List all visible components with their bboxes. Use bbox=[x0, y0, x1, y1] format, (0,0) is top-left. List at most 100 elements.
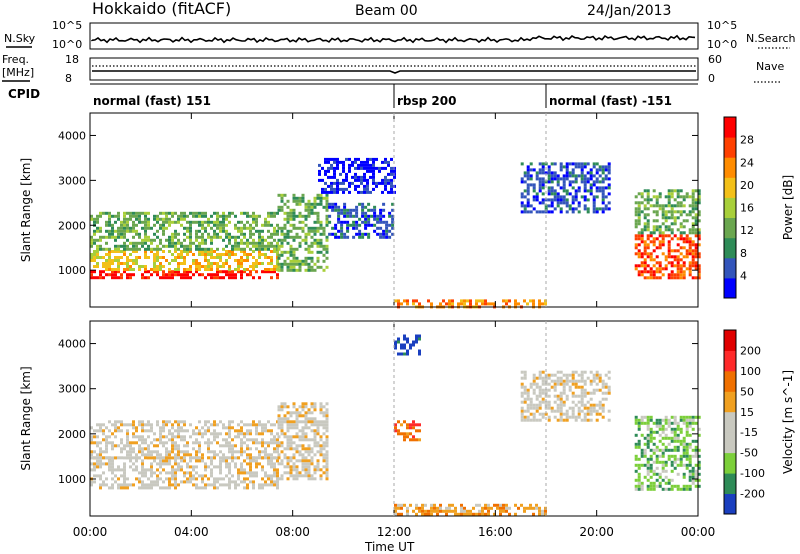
data-cell bbox=[559, 376, 563, 380]
data-cell bbox=[222, 262, 225, 265]
data-cell bbox=[346, 226, 350, 230]
data-cell bbox=[637, 442, 641, 446]
data-cell bbox=[589, 397, 593, 401]
data-cell bbox=[337, 214, 341, 218]
data-cell bbox=[469, 299, 472, 303]
data-cell bbox=[342, 178, 345, 182]
data-cell bbox=[216, 435, 219, 439]
data-cell bbox=[246, 220, 249, 224]
data-cell bbox=[667, 192, 671, 196]
data-cell bbox=[289, 247, 293, 251]
data-cell bbox=[255, 474, 258, 478]
data-cell bbox=[252, 256, 255, 259]
data-cell bbox=[667, 424, 671, 428]
data-cell bbox=[643, 463, 647, 467]
data-cell bbox=[346, 214, 350, 218]
data-cell bbox=[670, 463, 674, 467]
data-cell bbox=[694, 231, 698, 235]
data-cell bbox=[490, 506, 493, 510]
data-cell bbox=[325, 426, 329, 430]
data-cell bbox=[556, 379, 560, 383]
data-cell bbox=[589, 189, 593, 193]
data-cell bbox=[237, 450, 240, 454]
data-cell bbox=[129, 459, 132, 463]
data-cell bbox=[652, 240, 656, 244]
data-cell bbox=[412, 299, 415, 303]
data-cell bbox=[310, 420, 314, 424]
data-cell bbox=[649, 481, 653, 485]
data-cell bbox=[327, 160, 330, 164]
data-cell bbox=[658, 192, 662, 196]
data-cell bbox=[415, 423, 418, 427]
data-cell bbox=[177, 456, 180, 460]
data-cell bbox=[463, 302, 466, 306]
data-cell bbox=[445, 506, 448, 510]
data-cell bbox=[132, 423, 135, 427]
data-cell bbox=[153, 262, 156, 265]
data-cell bbox=[325, 402, 329, 406]
data-cell bbox=[195, 270, 198, 274]
data-cell bbox=[523, 409, 527, 413]
data-cell bbox=[177, 444, 180, 448]
data-cell bbox=[261, 450, 264, 454]
data-cell bbox=[673, 276, 677, 280]
data-cell bbox=[685, 415, 689, 419]
data-cell bbox=[150, 456, 153, 460]
data-cell bbox=[141, 273, 144, 277]
data-cell bbox=[336, 166, 339, 170]
data-cell bbox=[655, 225, 659, 229]
data-cell bbox=[673, 258, 677, 262]
data-cell bbox=[307, 256, 311, 260]
data-cell bbox=[550, 186, 554, 190]
data-cell bbox=[532, 412, 536, 416]
data-cell bbox=[159, 459, 162, 463]
data-cell bbox=[207, 447, 210, 451]
data-cell bbox=[180, 420, 183, 424]
data-cell bbox=[261, 426, 264, 430]
data-cell bbox=[583, 165, 587, 169]
data-cell bbox=[258, 238, 261, 242]
data-cell bbox=[292, 256, 296, 260]
data-cell bbox=[180, 435, 183, 439]
data-cell bbox=[132, 235, 135, 239]
data-cell bbox=[583, 379, 587, 383]
data-cell bbox=[283, 465, 287, 469]
data-cell bbox=[177, 253, 180, 256]
data-cell bbox=[574, 403, 578, 407]
data-cell bbox=[454, 506, 457, 510]
data-cell bbox=[375, 181, 378, 185]
data-cell bbox=[658, 421, 662, 425]
data-cell bbox=[415, 340, 418, 344]
data-cell bbox=[484, 512, 487, 516]
data-cell bbox=[231, 453, 234, 457]
data-cell bbox=[661, 216, 665, 220]
data-cell bbox=[372, 163, 375, 167]
data-cell bbox=[210, 241, 213, 245]
data-cell bbox=[565, 174, 569, 178]
data-cell bbox=[493, 512, 496, 516]
data-cell bbox=[634, 478, 638, 482]
data-cell bbox=[210, 276, 213, 280]
data-cell bbox=[574, 195, 578, 199]
data-cell bbox=[382, 232, 386, 236]
data-cell bbox=[207, 235, 210, 239]
data-cell bbox=[574, 394, 578, 398]
data-cell bbox=[403, 432, 406, 436]
data-cell bbox=[255, 432, 258, 436]
data-cell bbox=[280, 241, 284, 245]
data-cell bbox=[198, 241, 201, 245]
data-cell bbox=[646, 228, 650, 232]
data-cell bbox=[697, 264, 701, 268]
data-cell bbox=[267, 247, 270, 251]
data-cell bbox=[670, 487, 674, 491]
data-cell bbox=[520, 406, 524, 410]
data-cell bbox=[277, 208, 281, 212]
data-cell bbox=[240, 238, 243, 242]
data-cell bbox=[198, 441, 201, 445]
data-cell bbox=[325, 450, 329, 454]
data-cell bbox=[195, 247, 198, 251]
data-cell bbox=[168, 429, 171, 433]
data-cell bbox=[117, 444, 120, 448]
data-cell bbox=[162, 211, 165, 215]
data-cell bbox=[313, 438, 317, 442]
